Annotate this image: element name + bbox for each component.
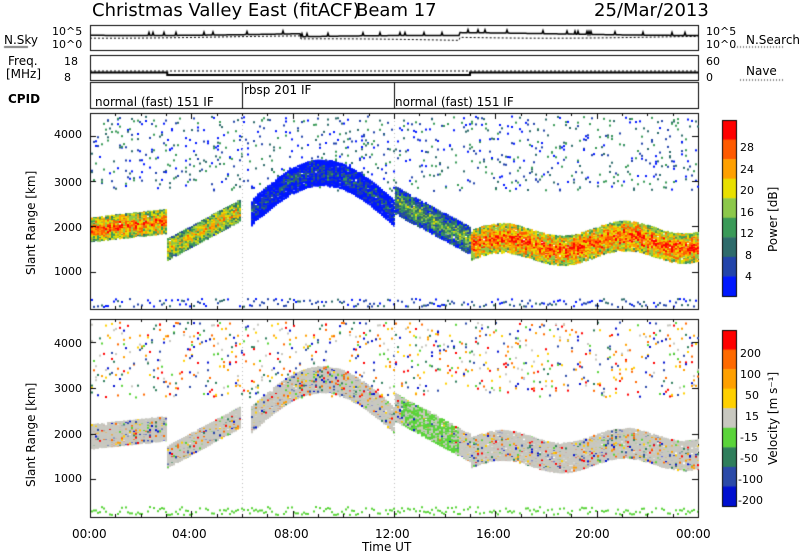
freq-unit-label: [MHz] <box>6 67 42 81</box>
velocity-cbar-tick-m100: -100 <box>738 473 763 486</box>
xtick-0000: 00:00 <box>72 527 107 541</box>
beam-label: Beam 17 <box>356 0 437 21</box>
xtick-0400: 04:00 <box>172 527 207 541</box>
freq-label: Freq. <box>8 54 38 68</box>
date-label: 25/Mar/2013 <box>594 0 709 21</box>
nsky-label: N.Sky <box>4 33 39 47</box>
power-cbar-tick-24: 24 <box>740 163 754 176</box>
cpid-segment-1: normal (fast) 151 IF <box>95 95 214 109</box>
velocity-cbar-tick-200: 200 <box>740 347 761 360</box>
cpid-segment-3: normal (fast) 151 IF <box>395 95 514 109</box>
power-cbar-tick-12: 12 <box>740 227 754 240</box>
xtick-1600: 16:00 <box>476 527 511 541</box>
power-ytick-1000: 1000 <box>54 265 82 278</box>
xtick-2000: 20:00 <box>575 527 610 541</box>
velocity-ytick-1000: 1000 <box>54 472 82 485</box>
nave-tick-top: 60 <box>706 55 720 68</box>
nsearch-label: N.Search <box>746 33 800 47</box>
xaxis-label: Time UT <box>362 540 412 554</box>
nsearch-tick-top: 10^5 <box>706 25 737 38</box>
xtick-2400: 00:00 <box>676 527 711 541</box>
velocity-cbar-tick-m15: -15 <box>740 431 758 444</box>
velocity-ylabel: Slant Range [km] <box>24 382 38 487</box>
power-cbar-tick-28: 28 <box>740 141 754 154</box>
velocity-cbar-tick-15: 15 <box>745 410 759 423</box>
plot-title: Christmas Valley East (fitACF) <box>92 0 360 21</box>
power-cbar-tick-8: 8 <box>745 249 752 262</box>
power-ylabel: Slant Range [km] <box>24 170 38 275</box>
cpid-label: CPID <box>8 92 41 106</box>
velocity-ytick-3000: 3000 <box>54 382 82 395</box>
velocity-cbar-tick-m200: -200 <box>738 494 763 507</box>
nsky-tick-top: 10^5 <box>52 25 83 38</box>
cpid-segment-2: rbsp 201 IF <box>244 83 312 97</box>
nsearch-tick-bottom: 10^0 <box>706 38 737 51</box>
velocity-ytick-2000: 2000 <box>54 428 82 441</box>
velocity-ytick-4000: 4000 <box>54 337 82 350</box>
power-cbar-tick-20: 20 <box>740 184 754 197</box>
velocity-cbar-tick-m50: -50 <box>740 452 758 465</box>
freq-tick-bottom: 8 <box>64 71 71 84</box>
power-ytick-2000: 2000 <box>54 221 82 234</box>
velocity-cbar-tick-100: 100 <box>740 368 761 381</box>
power-ytick-4000: 4000 <box>54 128 82 141</box>
power-ytick-3000: 3000 <box>54 176 82 189</box>
freq-tick-top: 18 <box>64 55 78 68</box>
power-colorbar-label: Power [dB] <box>766 186 780 252</box>
velocity-cbar-tick-50: 50 <box>745 389 759 402</box>
nave-label: Nave <box>746 64 777 78</box>
power-cbar-tick-4: 4 <box>745 270 752 283</box>
nave-tick-bottom: 0 <box>706 71 713 84</box>
nsky-tick-bottom: 10^0 <box>52 38 83 51</box>
xtick-0800: 08:00 <box>274 527 309 541</box>
xtick-1200: 12:00 <box>375 527 410 541</box>
power-cbar-tick-16: 16 <box>740 206 754 219</box>
velocity-colorbar-label: Velocity [m s⁻¹] <box>766 371 780 465</box>
